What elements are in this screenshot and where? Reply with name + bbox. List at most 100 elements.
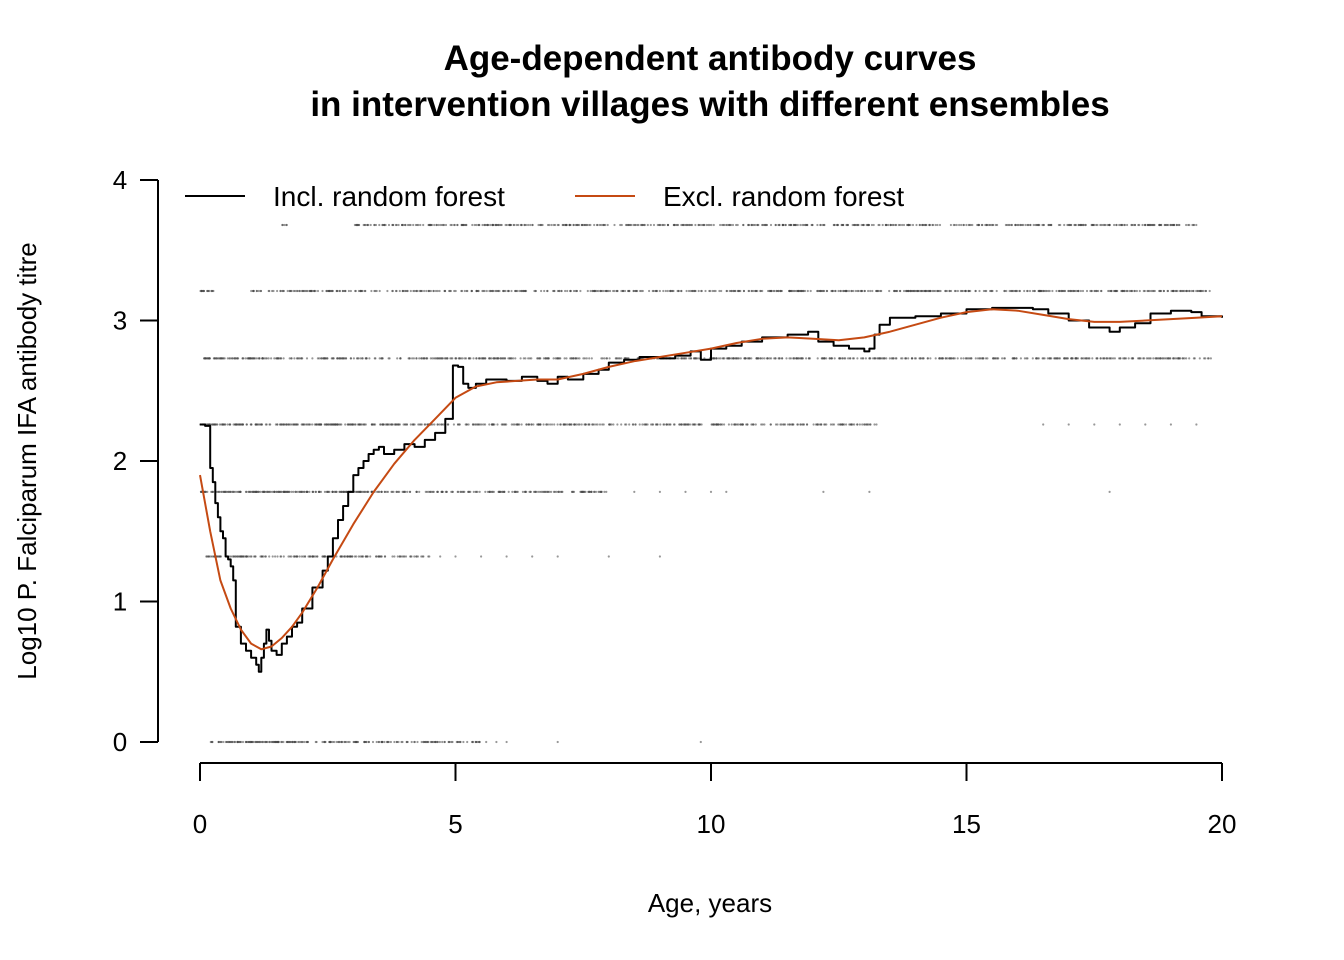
scatter-point-r6-466 <box>958 223 961 227</box>
scatter-point-r2-357 <box>868 490 871 493</box>
scatter-point-r3-469 <box>786 423 790 426</box>
scatter-point-r5-355 <box>305 289 308 293</box>
scatter-point-r3-423 <box>568 423 572 426</box>
scatter-point-r6-577 <box>1102 223 1105 227</box>
scatter-point-r4-349 <box>544 357 547 360</box>
scatter-point-r2-64 <box>235 490 238 493</box>
scatter-point-r3-287 <box>542 423 545 426</box>
scatter-point-r4-562 <box>1174 357 1177 360</box>
scatter-point-r0-95 <box>257 740 260 744</box>
scatter-point-r2-299 <box>552 490 556 493</box>
scatter-point-r4-253 <box>341 357 344 360</box>
scatter-point-r1-161 <box>362 555 365 558</box>
scatter-point-r3-407 <box>442 423 445 426</box>
scatter-point-r3-195 <box>317 423 321 426</box>
scatter-point-r6-476 <box>1068 223 1071 227</box>
scatter-point-r4-483 <box>257 357 260 360</box>
scatter-point-r4-274 <box>828 357 831 360</box>
legend-label-incl: Incl. random forest <box>273 181 505 212</box>
scatter-point-r4-504 <box>759 357 763 360</box>
scatter-point-r3-377 <box>682 423 685 426</box>
scatter-point-r5-265 <box>566 289 569 293</box>
scatter-point-r1-171 <box>420 555 423 558</box>
scatter-point-r6-10 <box>471 223 474 227</box>
scatter-point-r5-622 <box>1196 289 1199 293</box>
scatter-point-r2-0 <box>292 490 295 493</box>
scatter-point-r5-389 <box>739 289 742 293</box>
scatter-point-r4-486 <box>527 357 530 360</box>
scatter-point-r2-173 <box>272 490 275 493</box>
scatter-point-r2-188 <box>359 490 362 493</box>
scatter-point-r4-189 <box>429 357 432 360</box>
y-axis-label: Log10 P. Falciparum IFA antibody titre <box>12 242 42 679</box>
scatter-point-r5-141 <box>540 289 543 293</box>
scatter-point-r0-217 <box>405 740 408 744</box>
scatter-point-r3-181 <box>279 423 282 426</box>
scatter-point-r6-410 <box>1175 223 1178 227</box>
scatter-point-r5-256 <box>406 289 409 293</box>
scatter-point-r6-522 <box>491 223 495 227</box>
scatter-point-r3-288 <box>596 423 599 426</box>
scatter-point-r3-247 <box>467 423 470 426</box>
scatter-point-r3-521 <box>712 423 715 426</box>
scatter-point-r4-678 <box>1058 357 1062 360</box>
scatter-point-r4-703 <box>1075 357 1078 360</box>
scatter-point-r5-481 <box>288 289 292 293</box>
scatter-point-r5-480 <box>831 289 835 293</box>
scatter-point-r2-190 <box>229 490 232 493</box>
scatter-point-r6-430 <box>1123 223 1126 227</box>
scatter-point-r6-409 <box>806 223 809 227</box>
scatter-point-r5-109 <box>704 289 707 293</box>
scatter-point-r4-492 <box>763 357 766 360</box>
scatter-point-r0-224 <box>458 740 461 744</box>
scatter-point-r3-231 <box>553 423 556 426</box>
scatter-point-r5-332 <box>255 289 258 293</box>
scatter-point-r4-521 <box>974 357 977 360</box>
scatter-point-r6-395 <box>585 223 588 227</box>
scatter-point-r2-178 <box>257 490 260 493</box>
scatter-point-r4-355 <box>569 357 572 360</box>
scatter-point-r6-578 <box>1082 223 1085 227</box>
scatter-point-r5-449 <box>844 289 847 293</box>
scatter-point-r3-193 <box>308 423 312 426</box>
scatter-point-r0-153 <box>340 740 343 744</box>
scatter-point-r4-392 <box>603 357 606 360</box>
scatter-point-r5-88 <box>648 289 651 293</box>
scatter-point-r2-351 <box>633 490 636 493</box>
scatter-point-r4-700 <box>1013 357 1016 360</box>
scatter-point-r3-421 <box>502 423 505 426</box>
scatter-point-r3-191 <box>390 423 393 426</box>
scatter-point-r5-484 <box>341 289 344 293</box>
scatter-point-r0-150 <box>363 740 366 744</box>
scatter-point-r2-114 <box>212 490 215 493</box>
scatter-point-r6-404 <box>595 223 599 227</box>
scatter-point-r6-166 <box>971 223 974 227</box>
scatter-point-r2-187 <box>376 490 379 493</box>
scatter-point-r4-313 <box>693 357 696 360</box>
scatter-point-r5-108 <box>589 289 592 293</box>
scatter-point-r4-166 <box>519 357 522 360</box>
scatter-point-r6-481 <box>853 223 856 227</box>
scatter-point-r6-358 <box>353 223 356 227</box>
scatter-point-r6-241 <box>1010 223 1013 227</box>
scatter-point-r4-193 <box>781 357 784 360</box>
scatter-point-r3-131 <box>352 423 355 426</box>
scatter-point-r6-581 <box>422 223 425 227</box>
scatter-point-r3-360 <box>496 423 499 426</box>
scatter-point-r5-606 <box>1112 289 1115 293</box>
scatter-point-r6-247 <box>646 223 649 227</box>
scatter-point-r4-51 <box>203 357 206 360</box>
scatter-point-r0-84 <box>297 740 300 744</box>
scatter-point-r5-620 <box>948 289 951 293</box>
scatter-point-r6-560 <box>1144 223 1147 227</box>
scatter-point-r2-358 <box>1108 490 1111 493</box>
scatter-point-r0-218 <box>435 740 438 744</box>
scatter-point-r1-94 <box>303 555 307 558</box>
scatter-point-r6-349 <box>992 223 995 227</box>
scatter-point-r0-166 <box>395 740 398 744</box>
scatter-point-r0-81 <box>301 740 304 744</box>
scatter-point-r3-215 <box>282 423 285 426</box>
scatter-point-r5-426 <box>434 289 438 293</box>
scatter-point-r4-676 <box>1118 357 1121 360</box>
scatter-point-r6-256 <box>1173 223 1176 227</box>
